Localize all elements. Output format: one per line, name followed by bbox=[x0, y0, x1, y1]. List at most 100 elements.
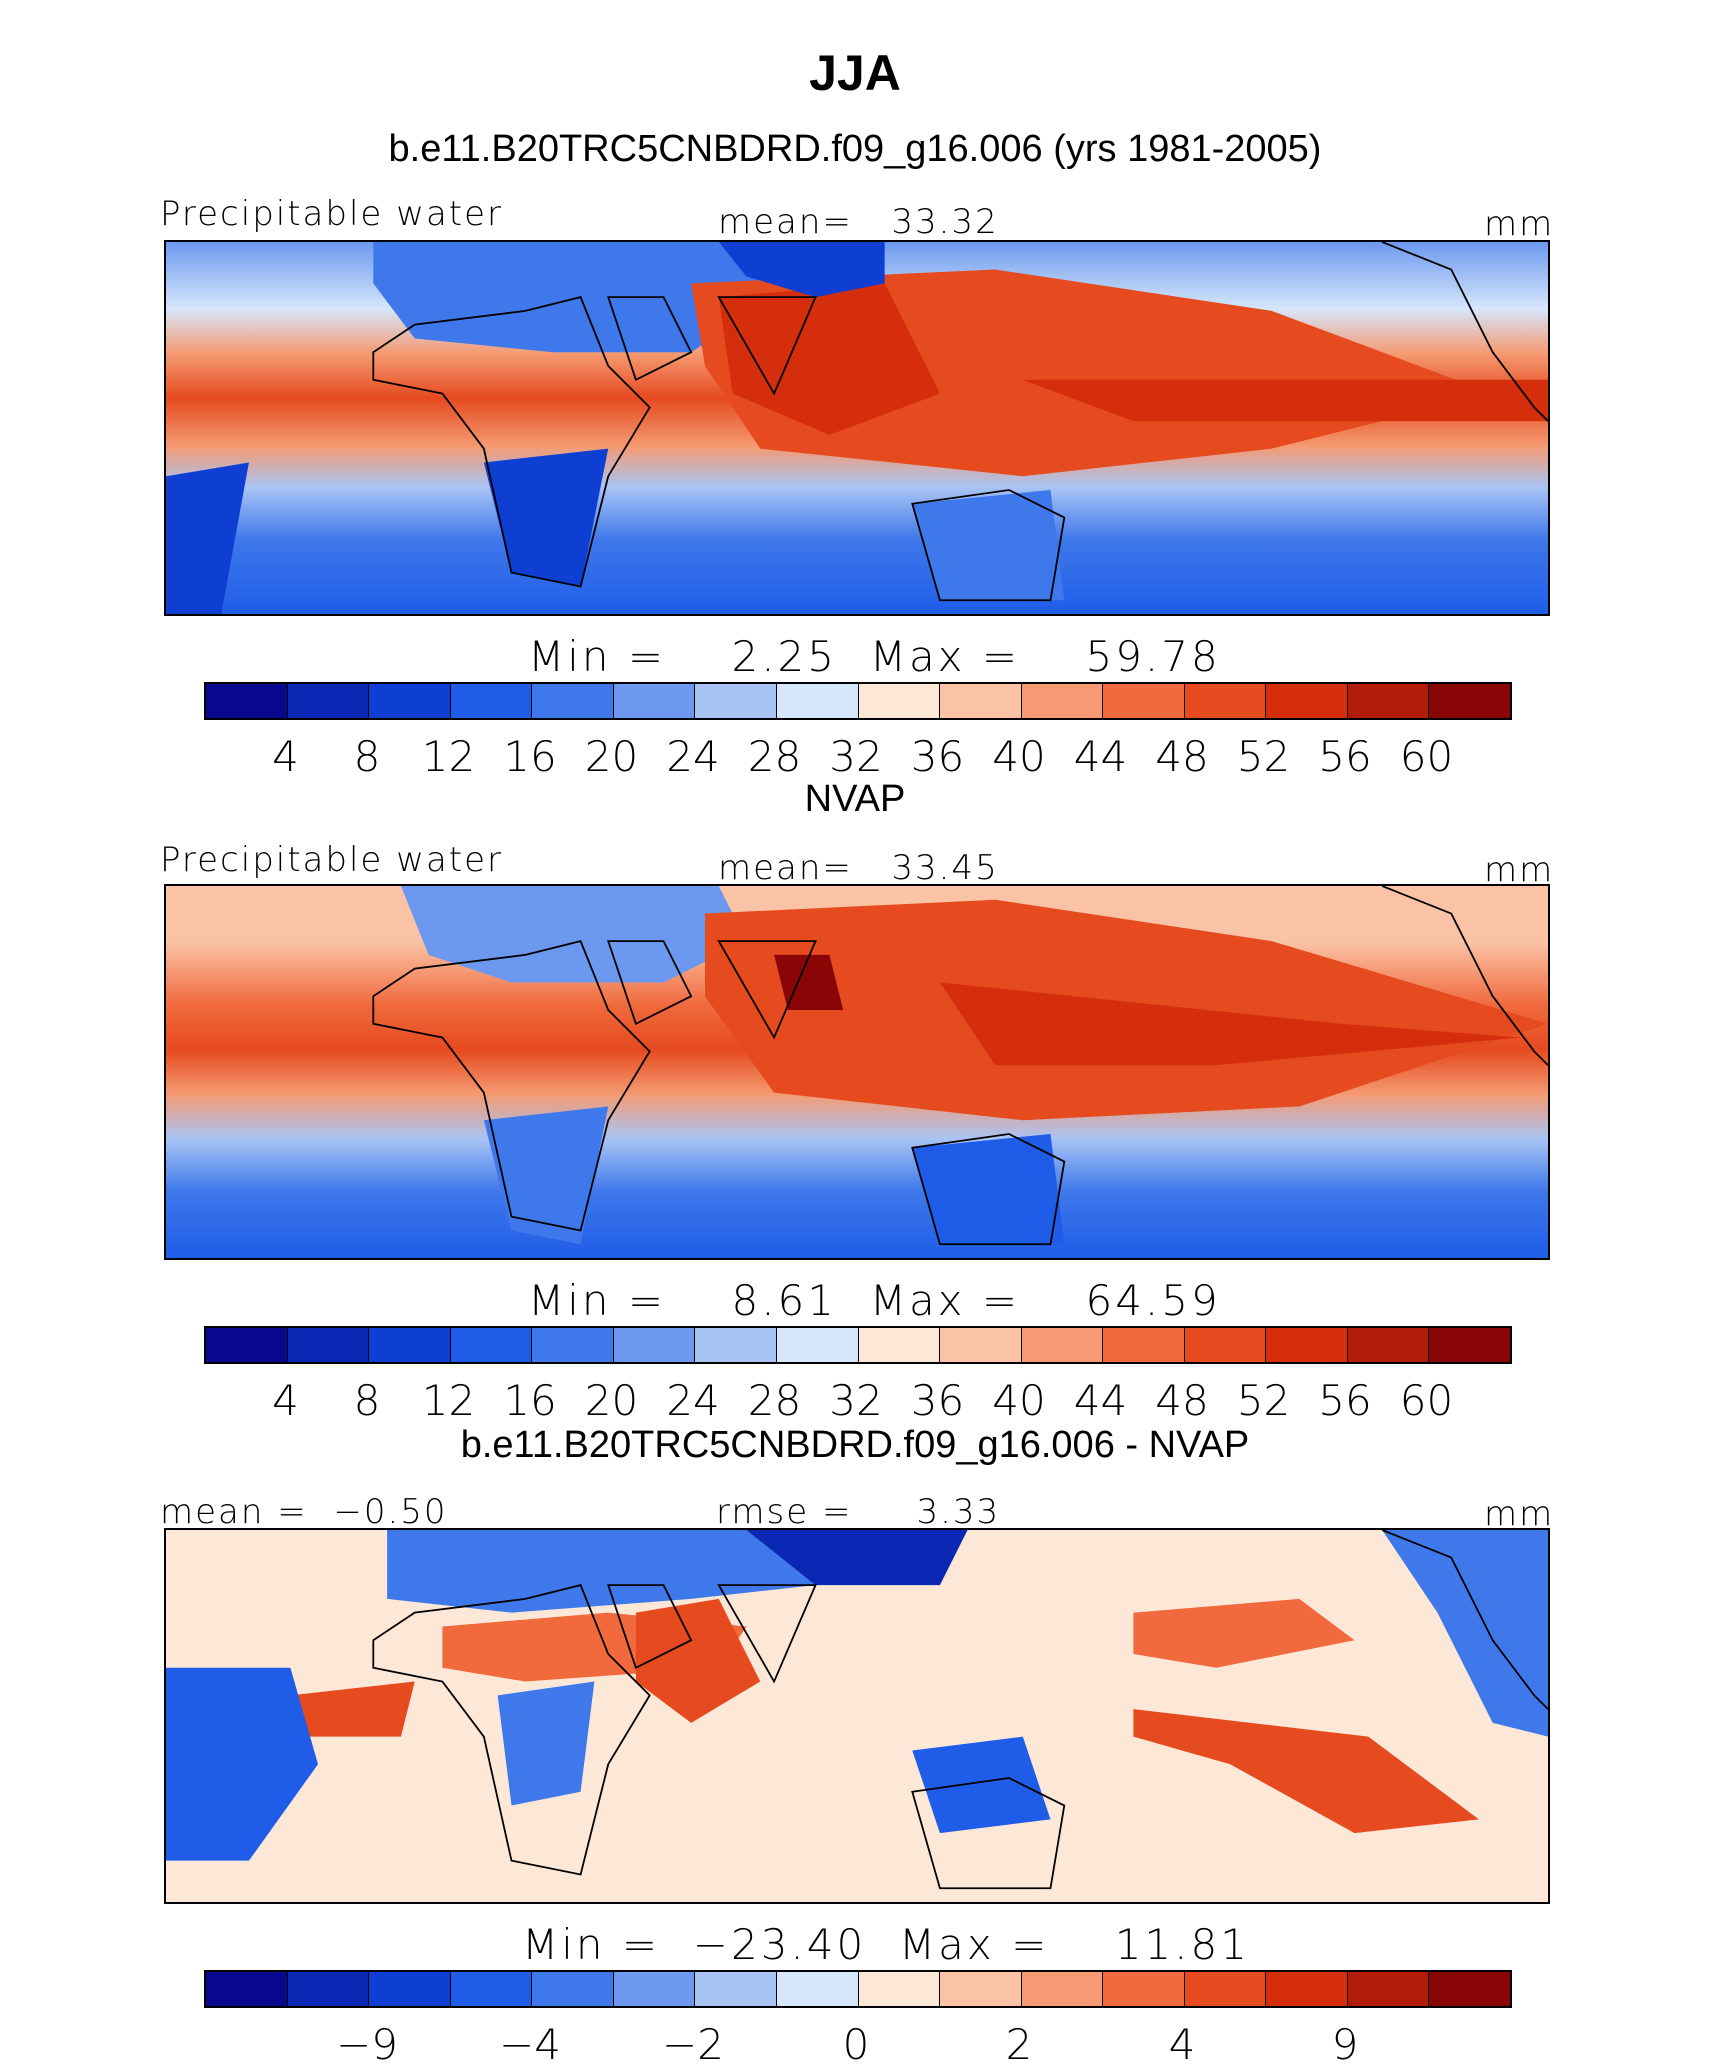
diff-colorbar-tick-label: 4 bbox=[1168, 2020, 1196, 2069]
model-colorbar-tick-label: 4 bbox=[272, 732, 299, 781]
obs-colorbar-tick-label: 52 bbox=[1236, 1376, 1291, 1425]
diff-colorbar bbox=[204, 1970, 1512, 2008]
obs-colorbar-swatch bbox=[532, 1328, 614, 1362]
diff-colorbar-tick-label: −9 bbox=[336, 2020, 398, 2069]
model-colorbar bbox=[204, 682, 1512, 720]
model-variable-label: Precipitable water bbox=[160, 194, 504, 234]
model-tibet-dry bbox=[718, 242, 885, 298]
diff-coastline-india bbox=[717, 1584, 817, 1684]
model-colorbar-tick-label: 28 bbox=[747, 732, 802, 781]
obs-colorbar-tick-label: 60 bbox=[1399, 1376, 1454, 1425]
diff-colorbar-swatch bbox=[1103, 1972, 1185, 2006]
model-colorbar-swatch bbox=[1184, 684, 1267, 718]
model-colorbar-swatch bbox=[369, 684, 451, 718]
diff-rmse-label: rmse = bbox=[716, 1492, 853, 1532]
obs-pacific-itcz bbox=[939, 982, 1521, 1066]
obs-coastline-africa bbox=[372, 940, 651, 1232]
model-southern-africa-dry bbox=[483, 448, 609, 587]
obs-max-value: 64.59 bbox=[1085, 1276, 1221, 1325]
model-colorbar-swatch bbox=[695, 684, 777, 718]
obs-colorbar-tick-label: 44 bbox=[1073, 1376, 1128, 1425]
model-colorbar-swatch bbox=[858, 684, 941, 718]
diff-north-africa-dry bbox=[387, 1530, 830, 1613]
diff-min-label: Min = bbox=[522, 1920, 661, 1969]
obs-panel-title: NVAP bbox=[804, 778, 906, 820]
obs-colorbar bbox=[204, 1326, 1512, 1364]
obs-mean-value: 33.45 bbox=[891, 848, 999, 888]
model-mean-value: 33.32 bbox=[891, 202, 999, 242]
diff-colorbar-swatch bbox=[1021, 1972, 1104, 2006]
diff-colorbar-swatch bbox=[287, 1972, 370, 2006]
model-max-value: 59.78 bbox=[1085, 632, 1221, 681]
diff-colorbar-swatch bbox=[1266, 1972, 1348, 2006]
diff-max-label: Max = bbox=[898, 1920, 1050, 1969]
obs-colorbar-swatch bbox=[1021, 1328, 1104, 1362]
obs-colorbar-tick-label: 32 bbox=[829, 1376, 883, 1425]
diff-arabia-moist bbox=[635, 1598, 761, 1723]
diff-central-africa-dry bbox=[497, 1681, 595, 1806]
model-min-label: Min = bbox=[528, 632, 667, 681]
obs-coastline-india bbox=[717, 940, 817, 1040]
model-coastline-arabia bbox=[606, 296, 693, 382]
model-colorbar-tick-label: 52 bbox=[1236, 732, 1291, 781]
diff-colorbar-swatch bbox=[776, 1972, 859, 2006]
diff-map bbox=[164, 1528, 1550, 1904]
diff-coastline-australia bbox=[911, 1777, 1066, 1890]
diff-colorbar-tick-label: 2 bbox=[1005, 2020, 1033, 2069]
model-panel-title: b.e11.B20TRC5CNBDRD.f09_g16.006 (yrs 198… bbox=[388, 128, 1322, 170]
model-minmax: Min = 2.25 Max = 59.78 bbox=[528, 632, 1221, 681]
model-colorbar-tick-label: 12 bbox=[421, 732, 476, 781]
diff-colorbar-swatch bbox=[695, 1972, 777, 2006]
model-units: mm bbox=[1484, 204, 1555, 244]
obs-coastline-americas bbox=[1381, 886, 1548, 1066]
model-coastline-australia bbox=[911, 489, 1066, 602]
model-indian-monsoon bbox=[718, 283, 940, 435]
obs-map bbox=[164, 884, 1550, 1260]
obs-sahara-dry bbox=[400, 886, 747, 983]
obs-mean-label: mean= bbox=[718, 848, 853, 888]
model-colorbar-swatch bbox=[1021, 684, 1104, 718]
model-colorbar-swatch bbox=[532, 684, 614, 718]
model-colorbar-swatch bbox=[1103, 684, 1185, 718]
diff-colorbar-swatch bbox=[206, 1972, 288, 2006]
model-south-america-dry bbox=[166, 462, 249, 614]
diff-colorbar-swatch bbox=[1347, 1972, 1430, 2006]
obs-max-label: Max = bbox=[869, 1276, 1021, 1325]
model-colorbar-tick-label: 8 bbox=[353, 732, 381, 781]
diff-atlantic-moist bbox=[290, 1681, 415, 1737]
diff-south-america-dry bbox=[166, 1667, 319, 1861]
model-colorbar-tick-label: 44 bbox=[1073, 732, 1128, 781]
obs-variable-label: Precipitable water bbox=[160, 840, 504, 880]
model-colorbar-swatch bbox=[1429, 684, 1510, 718]
diff-colorbar-tick-label: −2 bbox=[662, 2020, 724, 2069]
diff-pacific-north-moist bbox=[1133, 1598, 1355, 1668]
diff-colorbar-swatch bbox=[858, 1972, 941, 2006]
diff-colorbar-swatch bbox=[532, 1972, 614, 2006]
model-australia-dry bbox=[912, 490, 1065, 601]
model-map bbox=[164, 240, 1550, 616]
model-colorbar-swatch bbox=[940, 684, 1022, 718]
diff-rmse-value: 3.33 bbox=[916, 1492, 1001, 1532]
diff-pacific-south-moist bbox=[1133, 1709, 1479, 1834]
obs-colorbar-swatch bbox=[287, 1328, 370, 1362]
model-coastline-africa bbox=[372, 296, 651, 588]
model-colorbar-tick-label: 60 bbox=[1399, 732, 1454, 781]
diff-coastline-arabia bbox=[606, 1584, 693, 1670]
diff-minmax: Min = −23.40 Max = 11.81 bbox=[522, 1920, 1250, 1969]
diff-colorbar-swatch bbox=[1184, 1972, 1267, 2006]
model-colorbar-tick-label: 48 bbox=[1155, 732, 1209, 781]
obs-colorbar-swatch bbox=[450, 1328, 533, 1362]
obs-minmax: Min = 8.61 Max = 64.59 bbox=[528, 1276, 1221, 1325]
diff-panel-title: b.e11.B20TRC5CNBDRD.f09_g16.006 - NVAP bbox=[460, 1424, 1250, 1466]
diff-colorbar-swatch bbox=[369, 1972, 451, 2006]
model-colorbar-tick-label: 56 bbox=[1318, 732, 1372, 781]
obs-colorbar-swatch bbox=[1103, 1328, 1185, 1362]
obs-units: mm bbox=[1484, 850, 1555, 890]
obs-colorbar-tick-label: 20 bbox=[584, 1376, 639, 1425]
model-pacific-itcz bbox=[1022, 379, 1548, 422]
model-max-label: Max = bbox=[869, 632, 1021, 681]
obs-min-value: 8.61 bbox=[731, 1276, 837, 1325]
obs-colorbar-swatch bbox=[1347, 1328, 1430, 1362]
obs-colorbar-swatch bbox=[1266, 1328, 1348, 1362]
obs-colorbar-tick-label: 4 bbox=[272, 1376, 299, 1425]
